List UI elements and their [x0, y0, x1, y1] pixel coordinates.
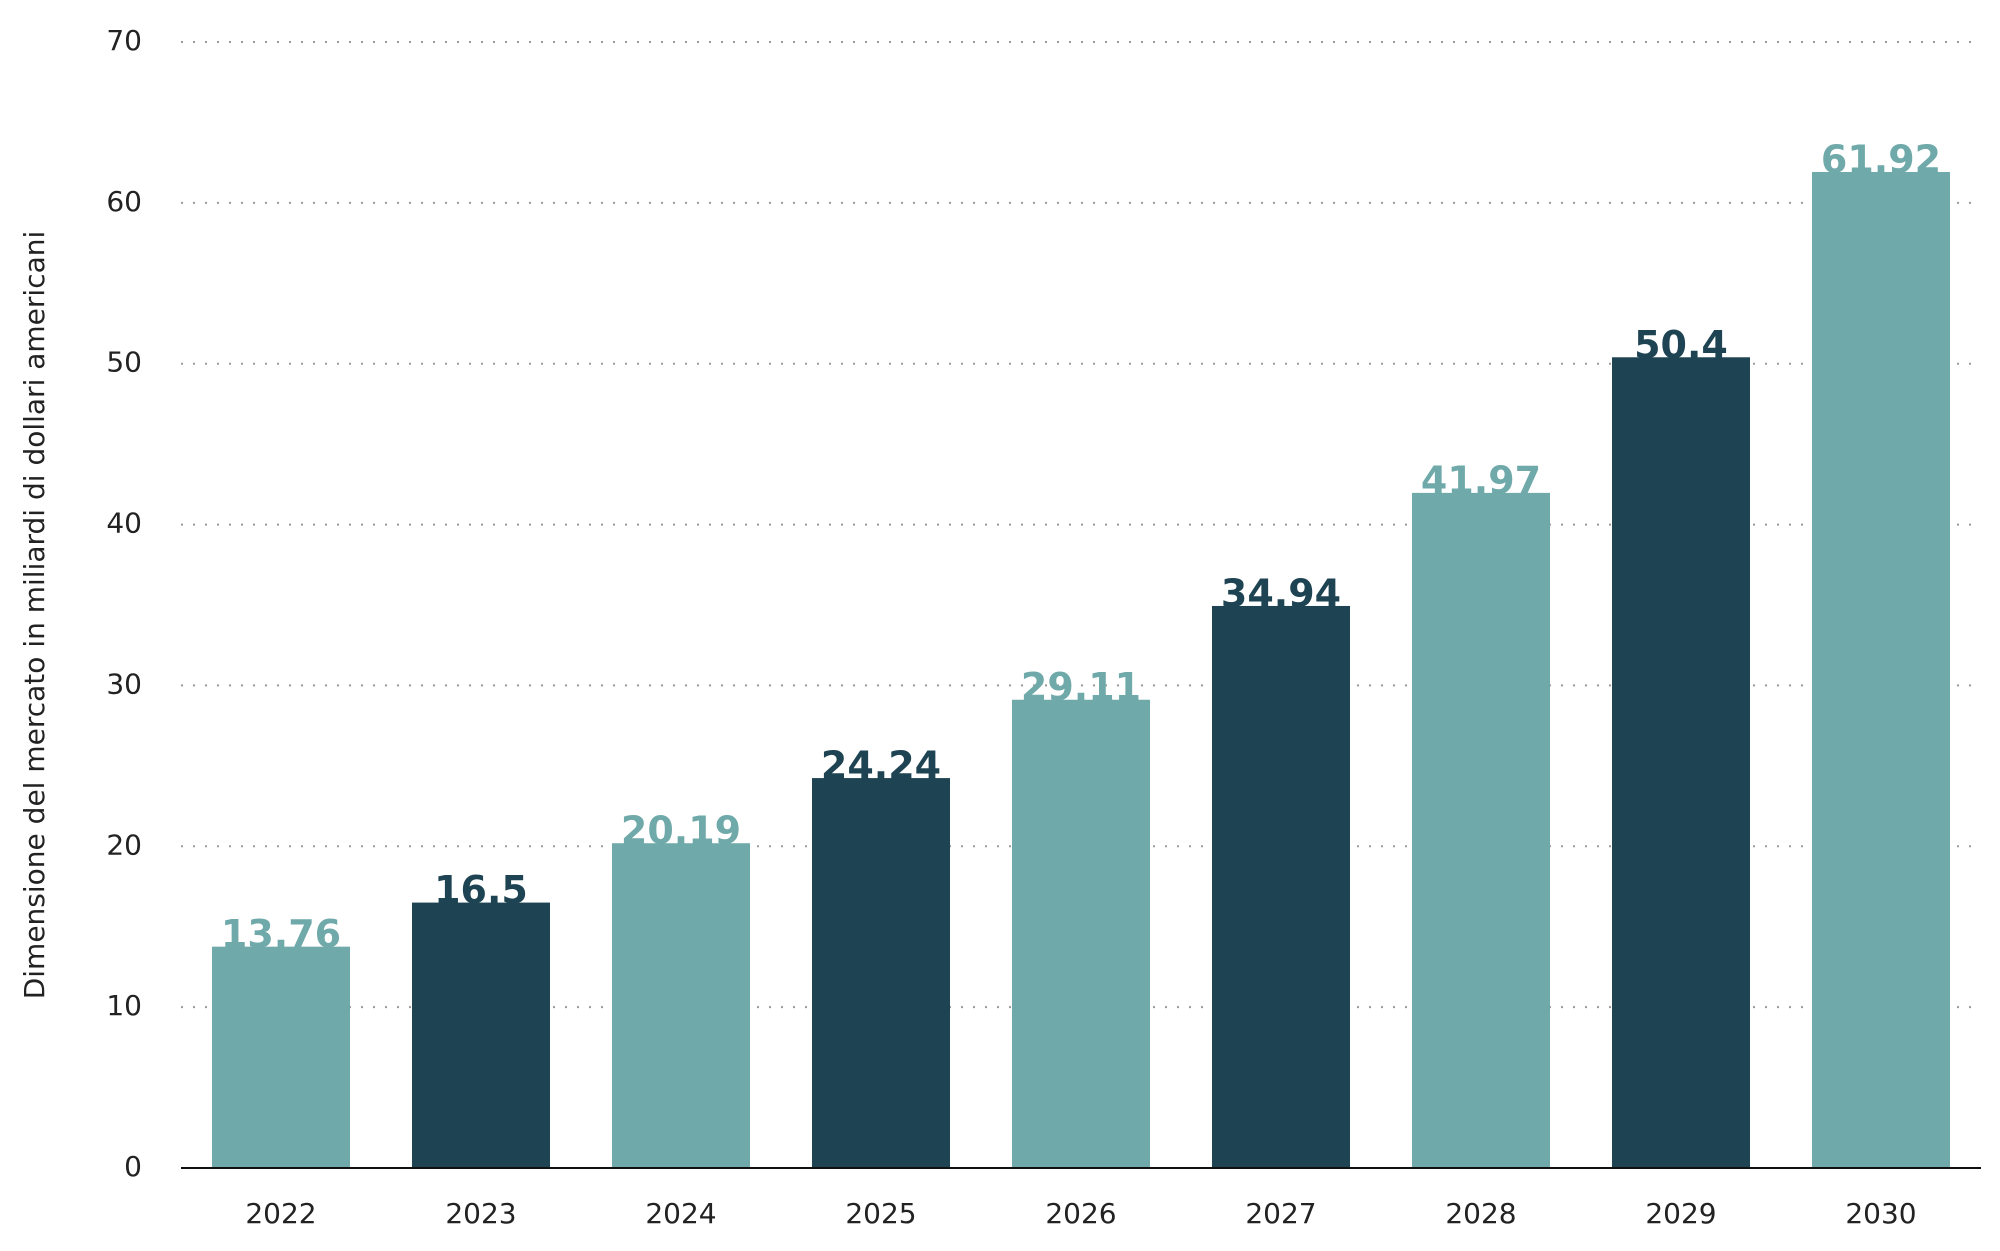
value-label: 24.24 [821, 744, 941, 788]
bar [1012, 699, 1150, 1168]
x-tick-label: 2022 [245, 1197, 316, 1230]
bar [212, 946, 350, 1168]
x-tick-label: 2029 [1645, 1197, 1716, 1230]
y-tick-label: 10 [106, 989, 142, 1022]
value-label: 13.76 [221, 912, 341, 956]
x-tick-label: 2025 [845, 1197, 916, 1230]
bar [1212, 605, 1350, 1168]
y-tick-label: 60 [106, 185, 142, 218]
x-tick-label: 2023 [445, 1197, 516, 1230]
x-tick-label: 2026 [1045, 1197, 1116, 1230]
bar [612, 843, 750, 1168]
bar [1612, 357, 1750, 1168]
bar [812, 778, 950, 1168]
value-label: 16.5 [434, 868, 528, 912]
y-tick-label: 70 [106, 24, 142, 57]
bar [1412, 492, 1550, 1168]
x-tick-label: 2024 [645, 1197, 716, 1230]
value-label: 50.4 [1634, 323, 1728, 367]
y-tick-label: 40 [106, 507, 142, 540]
y-tick-label: 50 [106, 346, 142, 379]
x-tick-label: 2027 [1245, 1197, 1316, 1230]
y-tick-label: 0 [124, 1150, 142, 1183]
value-label: 61.92 [1821, 137, 1941, 181]
x-tick-label: 2028 [1445, 1197, 1516, 1230]
y-axis-label: Dimensione del mercato in miliardi di do… [18, 231, 51, 1000]
value-label: 20.19 [621, 809, 741, 853]
x-tick-label: 2030 [1845, 1197, 1916, 1230]
value-label: 34.94 [1221, 571, 1341, 615]
bar [1812, 171, 1950, 1169]
y-tick-label: 30 [106, 667, 142, 700]
y-tick-label: 20 [106, 828, 142, 861]
value-label: 29.11 [1021, 665, 1141, 709]
bar [412, 902, 550, 1168]
value-label: 41.97 [1421, 458, 1541, 502]
